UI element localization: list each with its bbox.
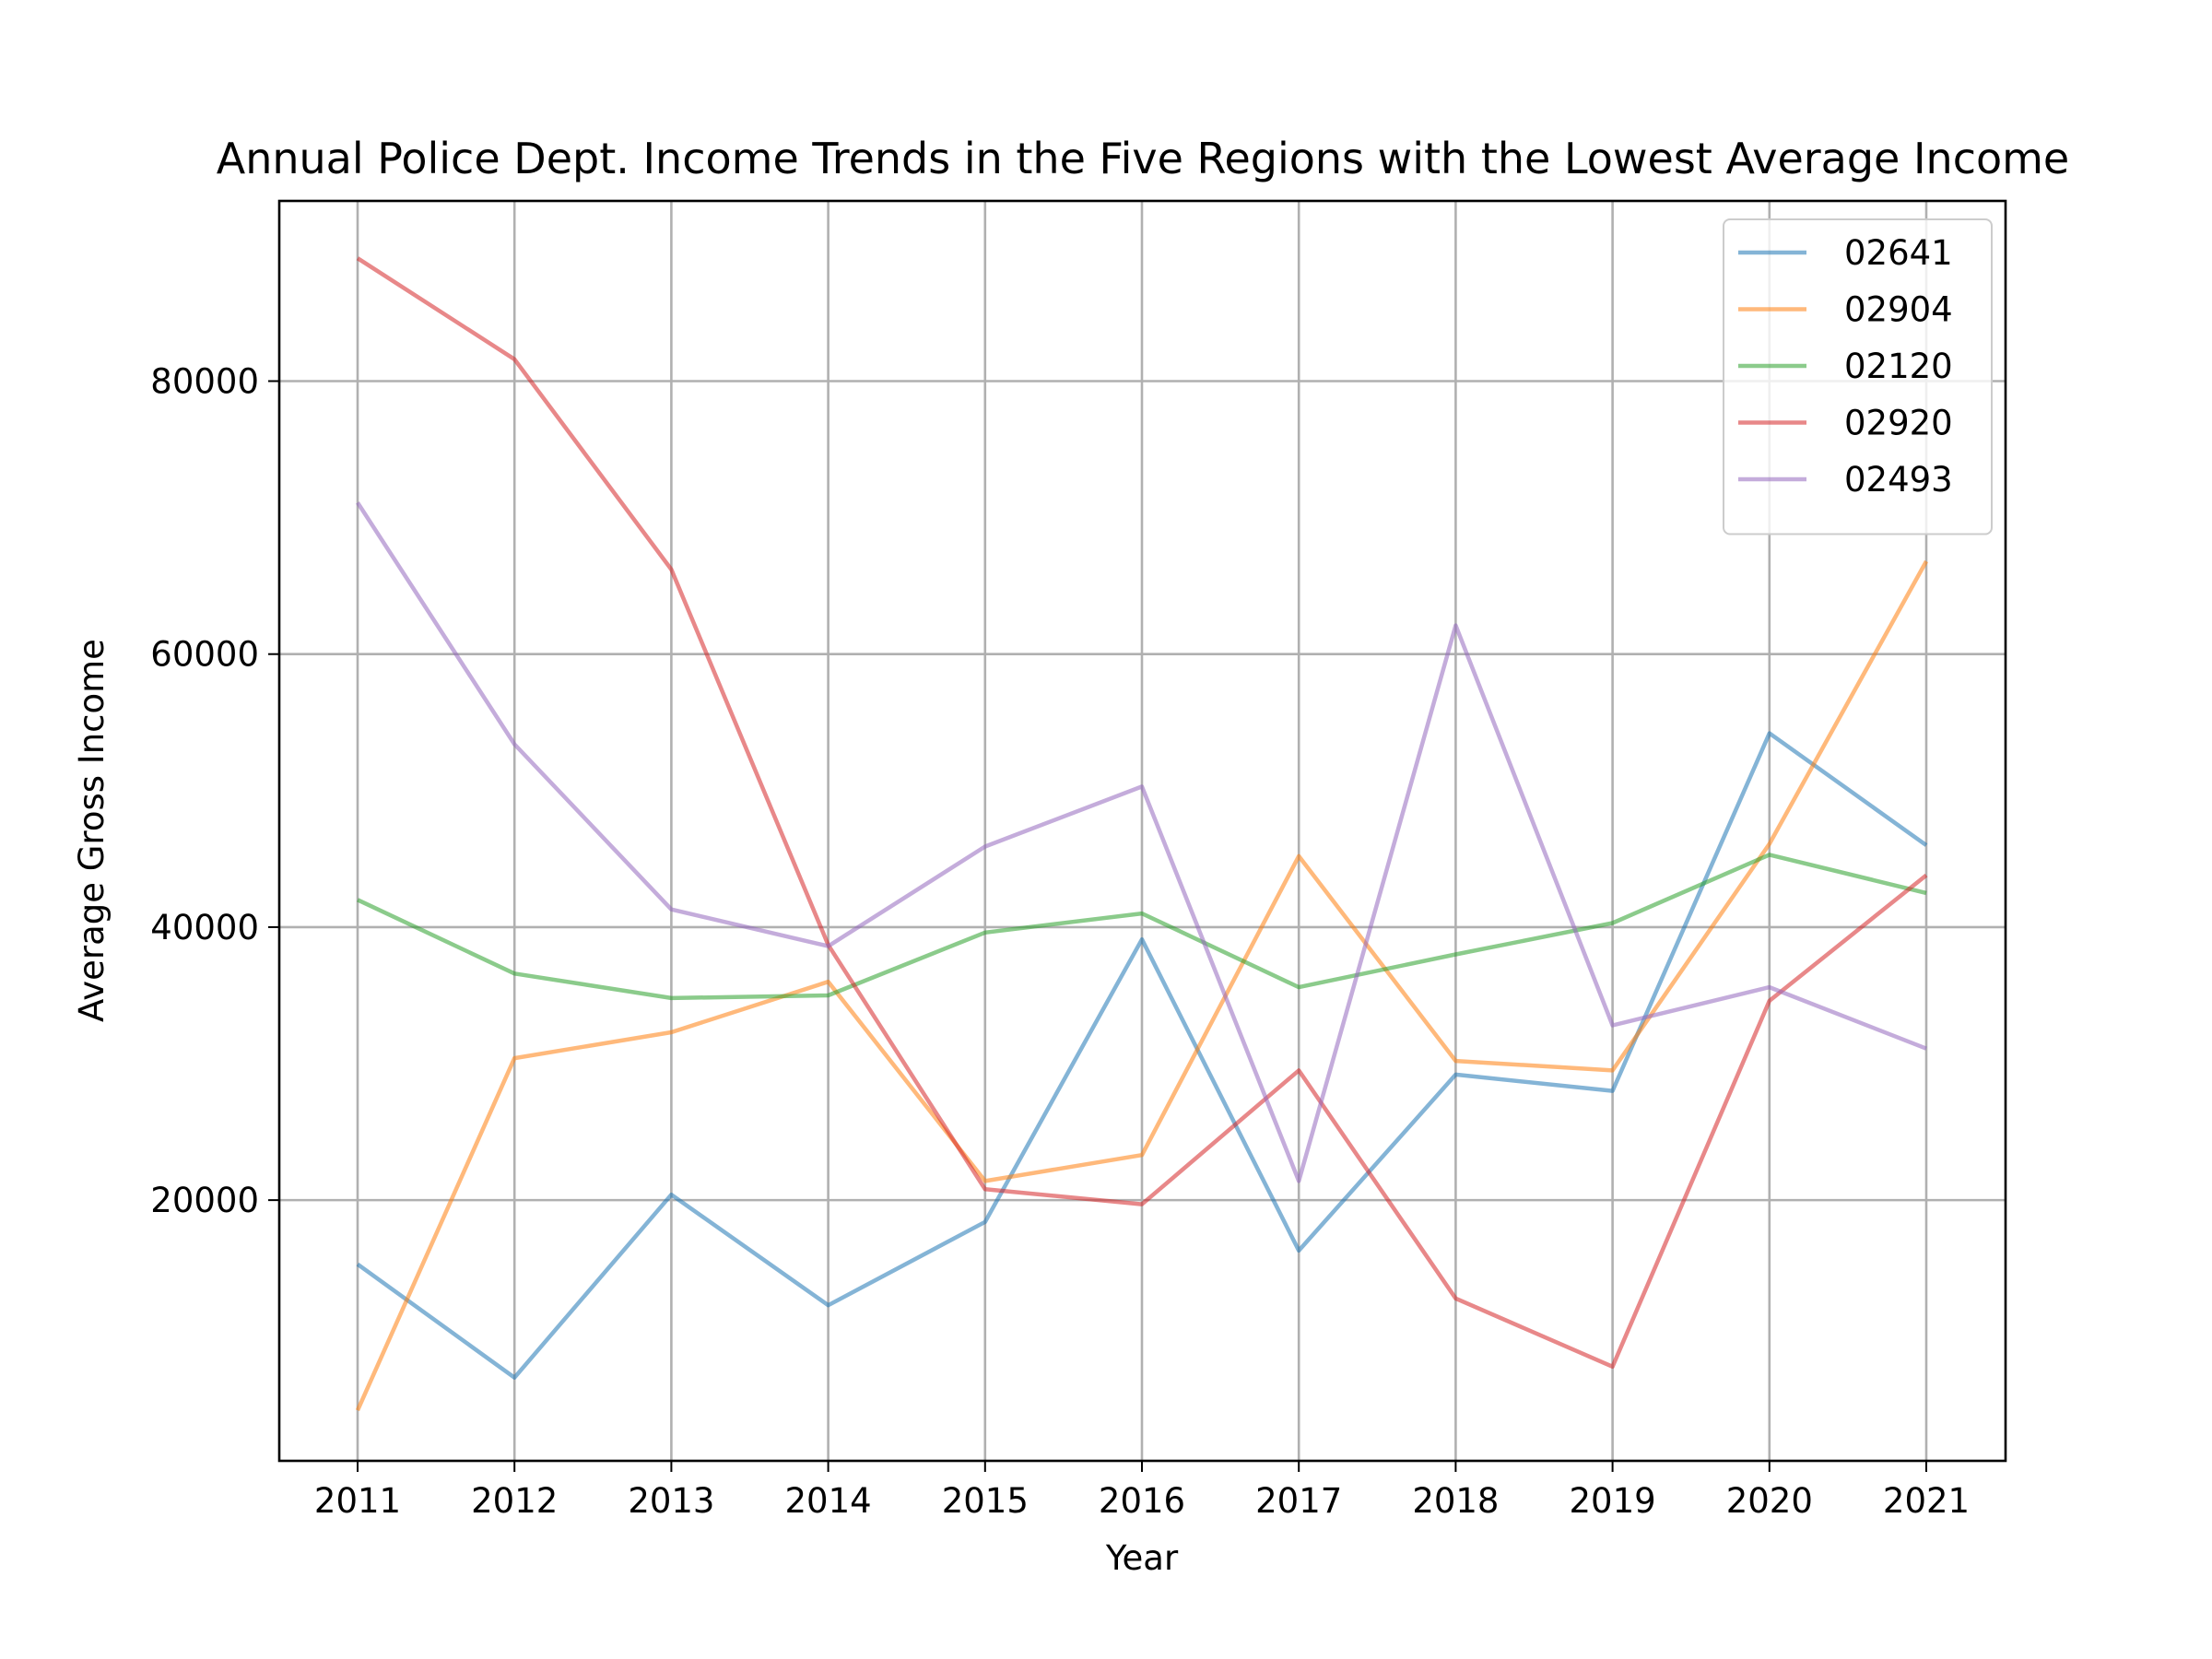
y-tick-label: 20000	[150, 1181, 259, 1220]
series-lines	[355, 256, 1928, 1412]
x-tick-label: 2017	[1255, 1481, 1342, 1521]
x-tick-label: 2016	[1099, 1481, 1185, 1521]
grid	[279, 201, 2006, 1461]
legend-label: 02904	[1844, 290, 1953, 330]
x-tick-label: 2012	[471, 1481, 558, 1521]
legend-label: 02641	[1844, 233, 1953, 273]
y-axis-title: Average Gross Income	[72, 639, 112, 1022]
x-tick-label: 2013	[628, 1481, 714, 1521]
y-tick-label: 40000	[150, 908, 259, 947]
series-line-02904	[355, 559, 1928, 1412]
x-tick-label: 2021	[1883, 1481, 1970, 1521]
y-tick-label: 60000	[150, 635, 259, 675]
y-axis: 20000 40000 60000 80000	[150, 361, 279, 1220]
x-tick-label: 2015	[942, 1481, 1029, 1521]
series-line-02120	[357, 853, 1927, 1001]
legend-label: 02120	[1844, 347, 1953, 386]
legend-box	[1723, 218, 1993, 535]
y-tick-label: 80000	[150, 361, 259, 401]
legend-label: 02493	[1844, 460, 1953, 500]
legend-label: 02920	[1844, 404, 1953, 443]
x-tick-label: 2020	[1726, 1481, 1813, 1521]
x-axis: 2011 2012 2013 2014 2015 2016 2017 2018 2019 2020…	[314, 1461, 1970, 1521]
x-axis-title: Year	[1105, 1538, 1179, 1578]
series-line-02920	[356, 256, 1928, 1370]
x-tick-label: 2018	[1412, 1481, 1499, 1521]
series-line-02493	[356, 501, 1927, 1183]
legend: 02641 02904 02120 02920 02493	[1723, 218, 1993, 535]
x-tick-label: 2011	[314, 1481, 401, 1521]
x-tick-label: 2014	[785, 1481, 872, 1521]
x-tick-label: 2019	[1570, 1481, 1656, 1521]
chart-title: Annual Police Dept. Income Trends in the…	[217, 134, 2070, 183]
series-line-02641	[356, 731, 1928, 1380]
